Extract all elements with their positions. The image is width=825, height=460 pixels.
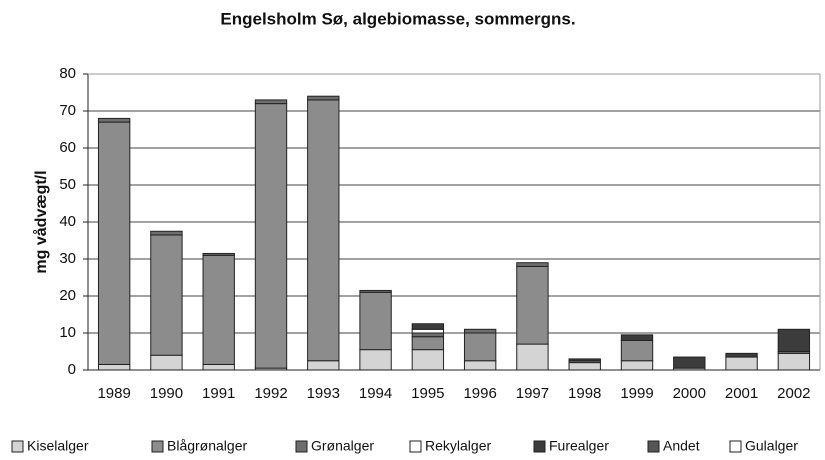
bar-segment: [307, 360, 340, 371]
bar-segment: [620, 334, 654, 341]
bar-segment: [307, 99, 340, 362]
legend-swatch: [647, 440, 660, 453]
bar-segment: [359, 289, 392, 293]
x-tick-label: 2000: [673, 385, 706, 402]
y-tick-label: 10: [59, 324, 76, 341]
bar-segment: [568, 362, 601, 371]
x-tick-label: 1997: [516, 385, 549, 402]
x-tick-label: 1995: [411, 385, 444, 402]
y-tick-label: 60: [59, 139, 76, 156]
x-tick-label: 1989: [97, 385, 130, 402]
bar-segment: [516, 265, 549, 345]
bar-segment: [359, 349, 392, 371]
bar-segment: [568, 358, 601, 362]
bar-segment: [777, 352, 811, 371]
bar-segment: [202, 363, 235, 371]
bar-segment: [254, 99, 288, 105]
legend-label: Furealger: [549, 438, 609, 454]
bar-segment: [463, 360, 497, 371]
bar-segment: [150, 234, 183, 356]
bar-segment: [97, 117, 131, 123]
bar-segment: [202, 252, 235, 256]
y-tick-label: 30: [59, 250, 76, 267]
bar-segment: [411, 328, 445, 334]
y-axis-label: mg vådvægt/l: [32, 170, 50, 273]
legend-swatch: [533, 440, 546, 453]
legend-label: Blågrønalger: [167, 438, 247, 454]
bar-segment: [307, 95, 340, 101]
bar-segment: [97, 363, 131, 371]
y-tick-label: 70: [59, 102, 76, 119]
x-tick-label: 1992: [254, 385, 287, 402]
bar-segment: [725, 356, 758, 371]
y-tick-label: 80: [59, 65, 76, 82]
legend-swatch: [151, 440, 164, 453]
bar-segment: [777, 328, 811, 352]
y-tick-label: 20: [59, 287, 76, 304]
x-tick-label: 1994: [359, 385, 392, 402]
bar-segment: [359, 291, 392, 351]
legend-label: Andet: [663, 438, 700, 454]
legend-swatch: [729, 440, 742, 453]
x-tick-label: 1991: [202, 385, 235, 402]
x-tick-label: 2001: [725, 385, 758, 402]
bar-segment: [150, 354, 183, 371]
bar-segment: [202, 254, 235, 365]
legend-label: Rekylalger: [425, 438, 491, 454]
bar-segment: [620, 339, 654, 362]
bar-segment: [463, 328, 497, 334]
bar-segment: [254, 103, 288, 369]
bar-segment: [673, 356, 706, 369]
bar-segment: [516, 343, 549, 371]
bar-segment: [620, 360, 654, 371]
bar-segment: [150, 230, 183, 236]
legend-label: Kiselalger: [27, 438, 89, 454]
legend-label: Gulalger: [745, 438, 798, 454]
bar-segment: [97, 121, 131, 365]
legend-swatch: [11, 440, 24, 453]
legend-swatch: [295, 440, 308, 453]
y-tick-label: 40: [59, 213, 76, 230]
x-tick-label: 1993: [307, 385, 340, 402]
x-tick-label: 1998: [568, 385, 601, 402]
bar-segment: [463, 332, 497, 362]
x-tick-label: 1990: [150, 385, 183, 402]
legend-label: Grønalger: [311, 438, 374, 454]
bar-segment: [411, 332, 445, 338]
x-tick-label: 2002: [777, 385, 810, 402]
bar-segment: [411, 323, 445, 330]
x-tick-label: 1996: [463, 385, 496, 402]
bar-segment: [411, 336, 445, 351]
chart-title: Engelsholm Sø, algebiomasse, sommergns.: [220, 9, 575, 28]
bar-segment: [411, 349, 445, 371]
y-tick-label: 50: [59, 176, 76, 193]
bar-segment: [725, 352, 758, 358]
x-tick-label: 1999: [620, 385, 653, 402]
bar-segment: [516, 262, 549, 267]
y-tick-label: 0: [68, 361, 76, 378]
legend-swatch: [409, 440, 422, 453]
